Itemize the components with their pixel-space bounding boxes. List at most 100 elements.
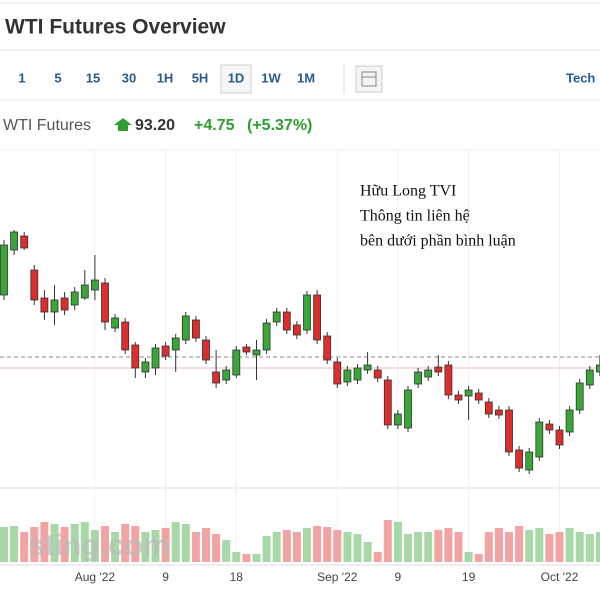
volume-bar [60,527,69,562]
candle-body [393,413,402,426]
candle-body [414,371,423,385]
widget-title: WTI Futures Overview [5,16,226,39]
tab-link[interactable]: Tech [566,70,595,85]
candle-body [474,392,483,401]
timeframe-button[interactable]: 15 [86,70,100,85]
x-tick-label: Aug '22 [75,570,116,584]
volume-bar [80,522,89,562]
volume-bar [121,524,130,562]
volume-bar [343,532,352,562]
candle-body [272,311,281,323]
volume-bar [585,534,594,562]
quote-price: 93.20 [135,117,175,134]
candle-body [131,344,140,369]
volume-bar [131,526,140,562]
candle-body [60,297,69,311]
volume-bar [505,532,513,562]
candle-body [525,451,534,471]
volume-bar [333,530,342,562]
candle-body [454,394,463,401]
x-tick-label: Sep '22 [317,570,358,584]
volume-bar [525,530,534,562]
volume-bar [191,532,200,562]
selected-timeframe [220,64,252,94]
annotation: Thông tin liên hệ [360,208,470,225]
candle-body [282,311,291,331]
timeframe-bar: 1 5 15 30 1H 5H 1D 1W 1M [18,64,315,94]
candle-body [535,421,544,458]
volume-bar [363,542,372,562]
volume-bar [161,528,170,562]
volume-bar [484,532,493,562]
chart-type-button[interactable] [355,65,383,93]
volume-bar [313,526,322,562]
volume-bar [515,526,524,562]
timeframe-button[interactable]: 1H [157,70,174,85]
candle-body [181,315,190,341]
volume-bar [242,554,251,562]
volume-bar [545,534,554,562]
candle-body [80,284,89,299]
volume-bar [282,530,291,562]
candle-body [191,319,200,339]
timeframe-button[interactable]: 1M [297,70,315,85]
candle-body [0,244,8,296]
candle-body [252,349,261,356]
candle-body [505,409,513,453]
timeframe-button[interactable]: 30 [122,70,136,85]
volume-bar [202,528,210,562]
candle-body [424,369,433,378]
candle-body [596,364,600,373]
candle-body [30,269,39,301]
x-tick-label: 18 [230,570,244,584]
candle-body [444,364,453,396]
candle-body [585,369,594,386]
candle-body [242,346,251,353]
volume-bar [181,524,190,562]
volume-bar [262,536,271,562]
candle-body [50,299,59,313]
candle-body [565,409,574,433]
volume-bar [444,528,453,562]
volume-bar [353,534,362,562]
plot: Aug '22 9 18 Sep '22 9 19 Oct '22 [0,150,600,584]
candle-body [222,369,231,381]
volume-bar [474,554,483,562]
volume-bar [414,532,423,562]
volume-bar [222,540,231,562]
volume-bar [565,528,574,562]
volume-bar [252,554,261,562]
timeframe-button[interactable]: 1 [18,70,25,85]
candle-body [494,409,503,416]
candle-body [484,401,493,415]
candle-body [373,369,382,379]
timeframe-button[interactable]: 1W [261,70,281,85]
candle-body [515,449,523,469]
volume-bar [323,527,332,562]
candle-body [545,423,554,431]
volume-bar [101,526,109,562]
candle-body [323,335,332,361]
volume-bar [10,526,19,562]
candle-body [121,321,130,351]
volume-bar [535,528,544,562]
quote-change-pct: (+5.37%) [247,117,312,134]
candle-body [111,317,119,329]
x-tick-label: 9 [162,570,169,584]
candle-body [232,349,241,376]
x-tick-label: 9 [395,570,402,584]
volume-bar [141,532,150,562]
candle-body [303,294,311,331]
volume-bar [454,532,463,562]
timeframe-button[interactable]: 5 [54,70,61,85]
candle-body [161,345,170,357]
candle-body [434,366,443,373]
candle-body [343,369,352,383]
candle-body [292,324,301,336]
timeframe-button[interactable]: 5H [192,70,209,85]
annotation: Hữu Long TVI [360,183,456,200]
candle-body [363,364,372,371]
candle-body [313,294,322,341]
timeframe-button[interactable]: 1D [228,70,245,85]
